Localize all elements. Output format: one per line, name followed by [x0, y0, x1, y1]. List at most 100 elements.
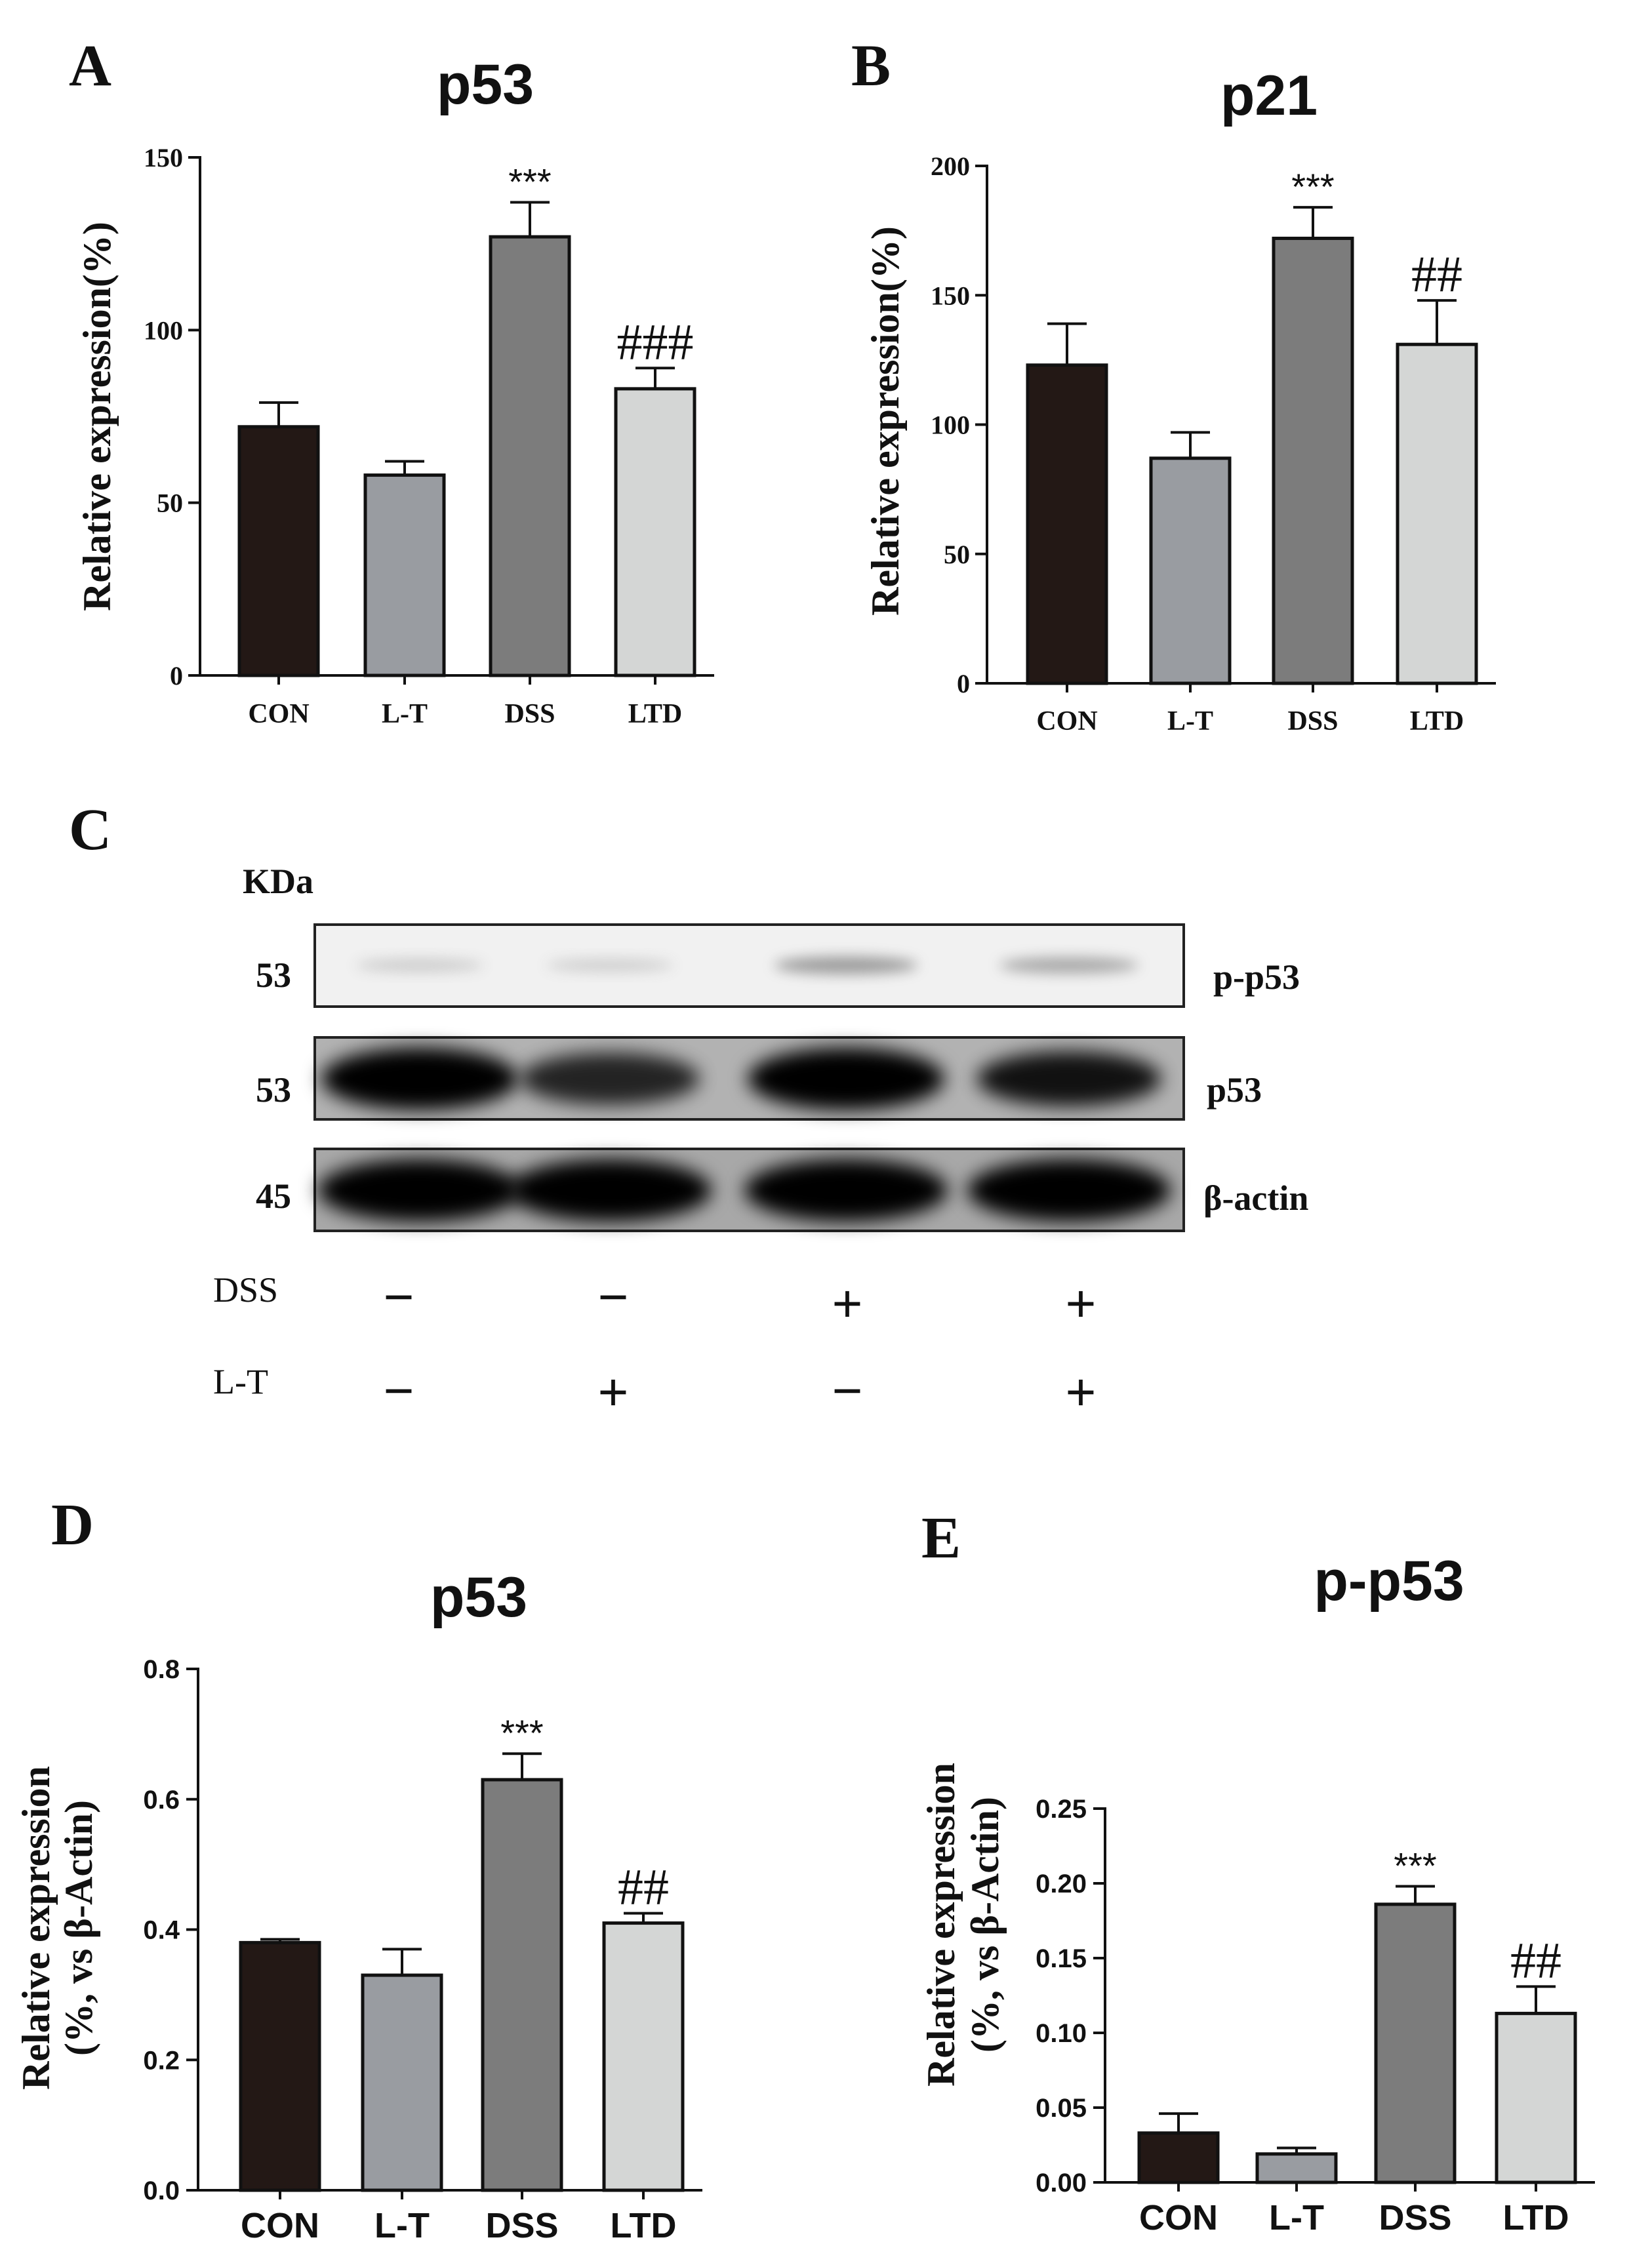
x-tick-label: CON	[241, 2206, 319, 2245]
condition-symbol: +	[1066, 1363, 1097, 1421]
blot-band	[967, 1159, 1171, 1222]
y-tick-label: 0.20	[1036, 1870, 1087, 1898]
y-axis-label: Relative expression	[919, 1763, 963, 2087]
condition-symbol: −	[598, 1268, 629, 1326]
bar-dss	[1374, 1902, 1457, 2184]
blot-bands	[318, 1159, 1171, 1222]
bar-con	[1026, 363, 1108, 685]
y-tick-label: 100	[144, 315, 183, 345]
x-tick-label: CON	[1036, 706, 1097, 736]
condition-label-lt: L-T	[213, 1362, 268, 1401]
chart-title: p53	[430, 1566, 527, 1629]
y-tick-label: 0.6	[143, 1786, 180, 1814]
x-tick-label: DSS	[1379, 2198, 1451, 2237]
blot-protein-p-p53: p-p53	[1213, 957, 1300, 997]
x-tick-label: DSS	[485, 2206, 558, 2245]
condition-label-dss: DSS	[213, 1270, 278, 1310]
bar-l-t	[363, 473, 446, 677]
y-tick-label: 0.25	[1036, 1795, 1087, 1824]
blot-row-beta-actin: 45 β-actin	[256, 1148, 1308, 1232]
y-axis-label-2: (%, vs β-Actin)	[57, 1800, 100, 2056]
bar-dss	[489, 235, 571, 677]
bar-con	[239, 1940, 321, 2192]
y-tick-label: 50	[944, 540, 970, 569]
x-tick-label: LTD	[1503, 2198, 1569, 2237]
blot-bands	[321, 1047, 1161, 1110]
blot-band	[520, 1052, 700, 1106]
y-tick-label: 0.4	[143, 1916, 180, 1945]
blot-band	[508, 1159, 712, 1222]
x-tick-label: DSS	[504, 699, 555, 729]
chart-title: p-p53	[1314, 1550, 1464, 1613]
kda-label: KDa	[243, 862, 313, 901]
y-tick-label: 0	[957, 669, 970, 698]
bar-con	[1137, 2131, 1220, 2184]
bar-l-t	[361, 1973, 443, 2192]
panel-label-b: B	[851, 33, 891, 98]
chart-panel-d: p53 Relative expression (%, vs β-Actin) 0.0…	[14, 1566, 702, 2245]
condition-row-dss: DSS − − + +	[213, 1268, 1096, 1333]
blot-band	[355, 958, 484, 972]
x-tick-label: LTD	[611, 2206, 677, 2245]
significance-stars: ***	[500, 1712, 543, 1754]
panel-label-a: A	[69, 33, 111, 98]
blot-kda-p53: 53	[256, 1070, 291, 1110]
blot-kda-p-p53: 53	[256, 955, 291, 995]
blot-band	[321, 1047, 518, 1110]
chart-panel-b: p21 Relative expression(%) 0 50 100 150 200 CON…	[864, 64, 1496, 736]
blot-band	[999, 957, 1139, 974]
significance-hashes: ##	[1411, 245, 1462, 302]
western-blot-panel: KDa 53 p-p53 53 p53 45 β-actin DSS − −	[213, 862, 1308, 1421]
bar-ltd	[614, 387, 696, 677]
significance-stars: ***	[1291, 166, 1334, 207]
y-axis-label: Relative expression(%)	[864, 226, 907, 616]
significance-hashes: ##	[1510, 1931, 1561, 1988]
panel-label-c: C	[69, 797, 111, 862]
significance-hashes: ##	[618, 1858, 669, 1915]
y-tick-label: 150	[144, 143, 183, 172]
bar-ltd	[602, 1921, 685, 2192]
significance-hashes: ###	[617, 313, 694, 370]
panel-label-d: D	[51, 1493, 94, 1557]
blot-protein-p53: p53	[1207, 1070, 1262, 1110]
y-tick-label: 0.8	[143, 1655, 180, 1684]
x-tick-label: L-T	[382, 699, 428, 729]
chart-title: p21	[1220, 64, 1318, 127]
y-tick-label: 0.00	[1036, 2169, 1087, 2197]
bar-ltd	[1495, 2011, 1577, 2184]
blot-band	[546, 958, 674, 972]
y-tick-label: 200	[931, 151, 970, 181]
x-tick-label: L-T	[1167, 706, 1213, 736]
significance-stars: ***	[508, 161, 551, 202]
y-axis-label: Relative expression(%)	[75, 222, 119, 611]
x-tick-label: L-T	[374, 2206, 430, 2245]
significance-stars: ***	[1394, 1845, 1436, 1887]
condition-symbol: +	[1066, 1274, 1097, 1333]
blot-band	[318, 1159, 521, 1222]
bar-l-t	[1149, 456, 1232, 685]
blot-band	[774, 956, 918, 974]
blot-protein-beta-actin: β-actin	[1203, 1178, 1308, 1218]
chart-panel-a: p53 Relative expression(%) 0 50 100 150 CON L-T…	[75, 53, 714, 729]
condition-row-lt: L-T − + − +	[213, 1361, 1096, 1421]
condition-symbol: +	[598, 1363, 629, 1421]
x-tick-label: LTD	[1410, 706, 1464, 736]
y-tick-label: 0.05	[1036, 2094, 1087, 2123]
bar-con	[237, 425, 320, 677]
chart-title: p53	[437, 53, 534, 116]
x-tick-label: CON	[248, 699, 309, 729]
bar-l-t	[1255, 2152, 1338, 2184]
blot-band	[977, 1051, 1161, 1107]
x-tick-label: DSS	[1287, 706, 1338, 736]
blot-kda-beta-actin: 45	[256, 1176, 291, 1216]
blot-band	[744, 1159, 948, 1222]
blot-bands	[355, 956, 1139, 974]
y-tick-label: 100	[931, 411, 970, 440]
panel-label-e: E	[921, 1506, 961, 1571]
x-tick-label: LTD	[628, 699, 683, 729]
y-tick-label: 0.15	[1036, 1944, 1087, 1973]
blot-row-p-p53: 53 p-p53	[256, 923, 1300, 1008]
condition-symbol: −	[832, 1361, 863, 1420]
y-axis-label-2: (%, vs β-Actin)	[963, 1797, 1007, 2053]
